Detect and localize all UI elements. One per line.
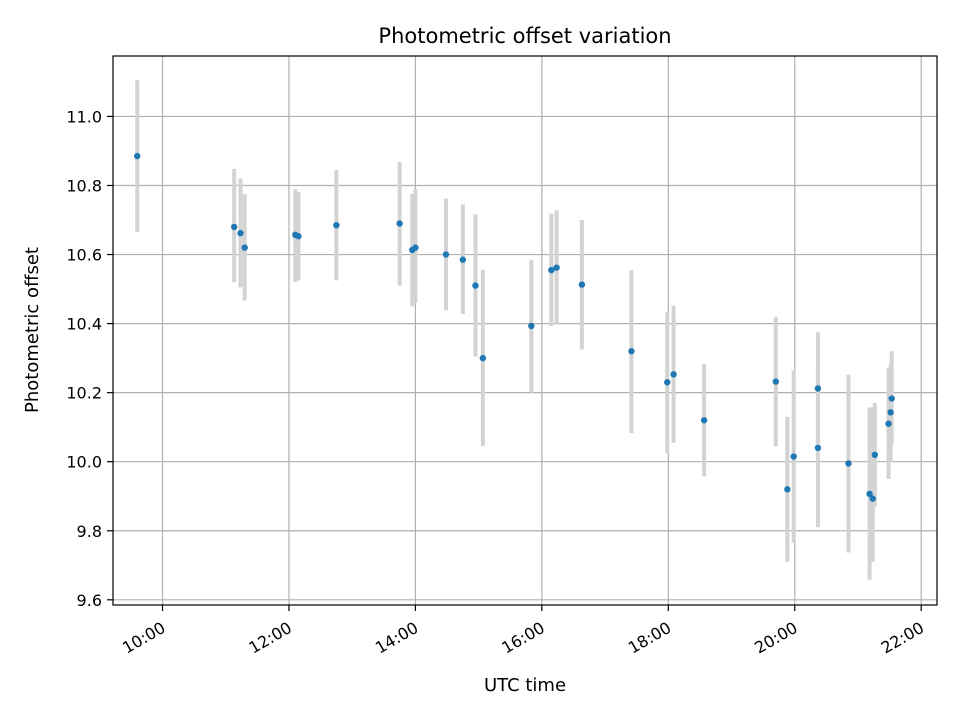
data-point xyxy=(845,460,852,467)
y-tick-label: 10.2 xyxy=(66,384,102,403)
y-tick-label: 10.4 xyxy=(66,315,102,334)
grid xyxy=(113,56,937,605)
data-point xyxy=(700,417,708,424)
data-point xyxy=(866,490,873,498)
data-point xyxy=(241,244,248,251)
y-tick-label: 9.8 xyxy=(77,522,102,541)
data-point xyxy=(479,354,487,362)
data-point xyxy=(664,379,671,386)
y-tick-label: 9.6 xyxy=(77,591,102,610)
data-point xyxy=(459,256,467,263)
data-point xyxy=(396,220,403,227)
x-axis-label: UTC time xyxy=(484,675,566,696)
data-point xyxy=(553,264,560,271)
data-point xyxy=(885,420,892,427)
y-axis-ticks: 9.6 9.8 10.0 10.2 10.4 10.6 10.8 11.0 xyxy=(66,107,113,610)
y-tick-label: 10.6 xyxy=(66,246,102,265)
data-point xyxy=(888,395,895,402)
data-point xyxy=(670,371,677,378)
chart-title: Photometric offset variation xyxy=(378,24,671,48)
data-point xyxy=(237,229,244,237)
data-point xyxy=(578,281,586,288)
data-point xyxy=(869,495,876,502)
data-point xyxy=(230,223,238,231)
y-axis-label: Photometric offset xyxy=(22,247,43,413)
data-point xyxy=(442,251,450,258)
y-tick-label: 10.0 xyxy=(66,453,102,472)
data-point xyxy=(134,152,141,160)
data-point xyxy=(295,233,302,240)
data-point xyxy=(548,266,555,274)
data-point xyxy=(784,486,791,493)
data-point xyxy=(790,453,797,460)
data-point xyxy=(472,282,479,289)
y-tick-label: 10.8 xyxy=(66,176,102,195)
data-point xyxy=(412,244,419,251)
data-point xyxy=(333,221,340,229)
data-point xyxy=(871,451,879,459)
data-points xyxy=(134,152,895,502)
data-point xyxy=(887,409,894,416)
y-tick-label: 11.0 xyxy=(66,107,102,126)
data-point xyxy=(814,385,822,392)
plot-frame xyxy=(112,55,938,606)
data-point xyxy=(628,348,635,355)
data-point xyxy=(528,322,535,330)
data-point xyxy=(772,378,779,385)
data-point xyxy=(814,444,822,452)
